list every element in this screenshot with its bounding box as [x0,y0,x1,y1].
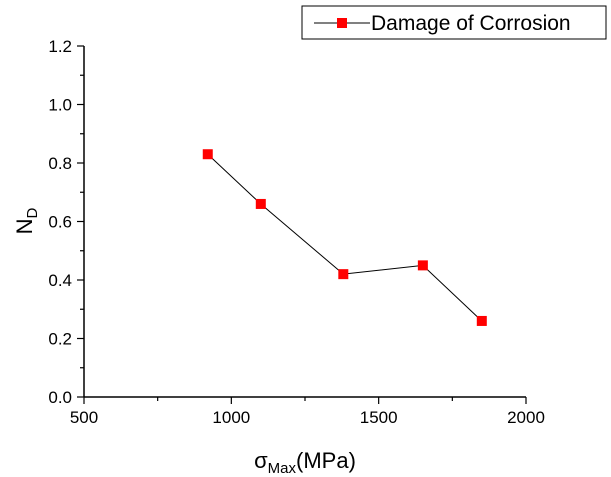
y-tick-label: 0.0 [48,388,72,407]
legend-label: Damage of Corrosion [371,12,571,35]
x-axis-title: σMax(MPa) [254,448,356,477]
legend-marker [337,18,347,28]
y-tick-label: 0.4 [48,271,72,290]
x-tick-label: 500 [70,408,98,427]
y-axis-title-main: N [12,218,37,234]
axes [83,46,526,398]
data-point [476,315,487,326]
x-axis-title-main: σ [254,448,268,473]
series-line [207,153,483,322]
data-series [202,149,487,326]
y-tick-label: 0.6 [48,213,72,232]
y-tick-label: 0.2 [48,330,72,349]
x-tick-label: 1500 [360,408,398,427]
y-axis-title-sub: D [24,207,41,218]
data-point [202,149,213,160]
y-tick-label: 1.0 [48,96,72,115]
x-axis-ticks: 500 1000 1500 2000 [70,397,545,427]
data-point [417,260,428,271]
data-point [255,198,266,209]
x-tick-label: 1000 [212,408,250,427]
y-tick-label: 0.8 [48,154,72,173]
y-axis-title: ND [12,207,41,234]
y-tick-label: 1.2 [48,37,72,56]
y-axis-ticks: 0.0 0.2 0.4 0.6 0.8 1.0 1.2 [48,37,84,407]
x-tick-label: 2000 [507,408,545,427]
data-point [338,269,349,280]
x-axis-title-sub: Max [268,460,297,477]
legend: Damage of Corrosion [301,5,607,40]
x-axis-title-unit: (MPa) [296,448,356,473]
